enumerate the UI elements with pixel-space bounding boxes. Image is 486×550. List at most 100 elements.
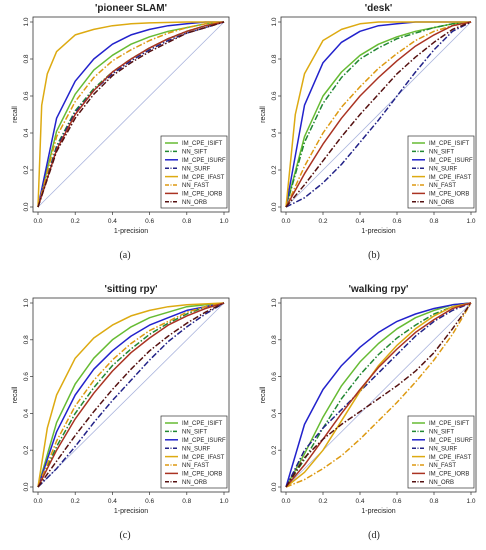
y-tick-label: 0.6: [23, 372, 30, 381]
legend-entry: NN_SURF: [429, 166, 458, 172]
legend-entry: IM_CPE_IFAST: [429, 175, 472, 181]
legend-entry: NN_SIFT: [182, 150, 207, 156]
y-tick-label: 0.2: [23, 445, 30, 454]
legend-entry: NN_SIFT: [182, 430, 207, 436]
series-line-nn-sift: [285, 302, 472, 488]
y-tick-label: 1.0: [23, 17, 30, 26]
series-line-nn-orb: [285, 302, 472, 488]
x-tick-label: 1.0: [219, 498, 228, 505]
y-tick-label: 0.8: [23, 335, 30, 344]
series-line-im-cpe-iorb: [37, 21, 225, 208]
legend-entry: NN_SURF: [182, 166, 211, 172]
chart-title: 'desk': [365, 3, 393, 14]
x-tick-label: 1.0: [219, 218, 228, 225]
chart-panel-3: 'sitting rpy' 0.0 0.2 0.4 0.6 0.8 1.0 0.0 0.2 0.4…: [12, 284, 230, 515]
diagonal-reference-line: [285, 21, 472, 208]
legend-entry: NN_FAST: [182, 183, 209, 189]
legend-entry: NN_SIFT: [429, 150, 454, 156]
series-line-nn-fast: [37, 21, 225, 208]
x-axis-label: 1-precision: [114, 228, 148, 235]
series-line-im-cpe-isurf: [37, 21, 224, 208]
series-line-im-cpe-isift: [37, 302, 225, 488]
y-tick-label: 0.0: [271, 482, 278, 491]
x-tick-label: 0.2: [71, 218, 80, 225]
legend-entry: IM_CPE_IORB: [182, 472, 222, 478]
legend-box: [407, 415, 475, 489]
diagonal-reference-line: [37, 21, 225, 208]
series-line-im-cpe-isurf: [37, 302, 225, 488]
legend-entry: IM_CPE_ISIFT: [182, 141, 223, 147]
chart-panel-1: 'pioneer SLAM' 0.0 0.2 0.4 0.6 0.8 1.0 0.0 0.2 0.…: [12, 3, 230, 235]
series-line-im-cpe-iorb: [37, 302, 225, 488]
legend-box: [160, 135, 228, 209]
legend-entry: NN_SIFT: [429, 430, 454, 436]
series-line-nn-surf: [285, 21, 472, 208]
diagonal-reference-line: [37, 302, 225, 488]
legend-entry: NN_ORB: [429, 480, 454, 486]
legend-entry: IM_CPE_ISURF: [182, 158, 226, 164]
x-tick-label: 0.6: [392, 218, 401, 225]
chart-panel-4: 'walking rpy' 0.0 0.2 0.4 0.6 0.8 1.0 0.0 0.2 0.4…: [260, 284, 477, 515]
series-line-nn-fast: [37, 302, 225, 488]
y-tick-label: 0.8: [23, 54, 30, 63]
y-tick-label: 0.4: [271, 128, 278, 137]
legend-entry: IM_CPE_ISURF: [182, 438, 226, 444]
legend: IM_CPE_ISIFT NN_SIFT IM_CPE_ISURF NN_SURF IM…: [407, 415, 475, 489]
legend-entry: IM_CPE_ISURF: [429, 438, 473, 444]
x-axis-label: 1-precision: [114, 508, 148, 515]
y-tick-label: 1.0: [23, 298, 30, 307]
x-tick-label: 0.0: [33, 218, 42, 225]
x-tick-label: 0.4: [108, 218, 117, 225]
series-line-im-cpe-ifast: [37, 21, 224, 208]
series-line-im-cpe-ifast: [37, 302, 225, 488]
x-axis-label: 1-precision: [361, 228, 395, 235]
series-line-nn-orb: [37, 21, 225, 208]
legend-entry: IM_CPE_IORB: [429, 192, 469, 198]
series-line-im-cpe-isift: [285, 302, 472, 488]
y-tick-label: 1.0: [271, 17, 278, 26]
y-axis-label: recall: [12, 386, 19, 403]
chart-panel-2: 'desk' 0.0 0.2 0.4 0.6 0.8 1.0 0.0 0.2 0.4 0.6 0.8 1…: [260, 3, 477, 235]
x-tick-label: 0.6: [392, 498, 401, 505]
panel-caption: (d): [368, 530, 380, 541]
series-line-nn-fast: [285, 302, 472, 488]
y-tick-label: 0.0: [23, 202, 30, 211]
legend-entry: NN_SURF: [182, 446, 211, 452]
legend-entry: IM_CPE_IFAST: [182, 455, 225, 461]
legend-entry: NN_ORB: [182, 200, 207, 206]
x-tick-label: 1.0: [466, 218, 475, 225]
y-axis-label: recall: [12, 106, 19, 123]
legend-entry: IM_CPE_ISIFT: [182, 421, 223, 427]
legend-entry: IM_CPE_IFAST: [429, 455, 472, 461]
y-tick-label: 0.6: [271, 91, 278, 100]
series-line-im-cpe-ifast: [285, 21, 471, 208]
x-tick-label: 0.4: [108, 498, 117, 505]
x-tick-label: 0.0: [281, 498, 290, 505]
legend-entry: NN_ORB: [182, 480, 207, 486]
legend-entry: IM_CPE_IFAST: [182, 175, 225, 181]
x-axis-label: 1-precision: [361, 508, 395, 515]
x-tick-label: 0.2: [318, 498, 327, 505]
series-line-im-cpe-iorb: [285, 302, 472, 488]
series-line-nn-sift: [37, 302, 225, 488]
legend-entry: NN_ORB: [429, 200, 454, 206]
x-tick-label: 0.8: [429, 498, 438, 505]
legend-box: [160, 415, 228, 489]
chart-title: 'walking rpy': [349, 284, 409, 295]
x-tick-label: 0.2: [71, 498, 80, 505]
legend: IM_CPE_ISIFT NN_SIFT IM_CPE_ISURF NN_SURF IM…: [407, 135, 475, 209]
y-tick-label: 0.8: [271, 54, 278, 63]
legend-entry: IM_CPE_ISIFT: [429, 421, 470, 427]
x-tick-label: 0.8: [429, 218, 438, 225]
y-tick-label: 0.4: [23, 128, 30, 137]
x-tick-label: 0.8: [182, 498, 191, 505]
legend-entry: IM_CPE_ISURF: [429, 158, 473, 164]
panel-caption: (c): [119, 530, 130, 541]
series-line-im-cpe-ifast: [285, 302, 472, 488]
x-tick-label: 0.0: [33, 498, 42, 505]
y-tick-label: 0.0: [271, 202, 278, 211]
y-tick-label: 0.8: [271, 335, 278, 344]
y-tick-label: 0.2: [271, 445, 278, 454]
chart-title: 'sitting rpy': [104, 284, 157, 295]
